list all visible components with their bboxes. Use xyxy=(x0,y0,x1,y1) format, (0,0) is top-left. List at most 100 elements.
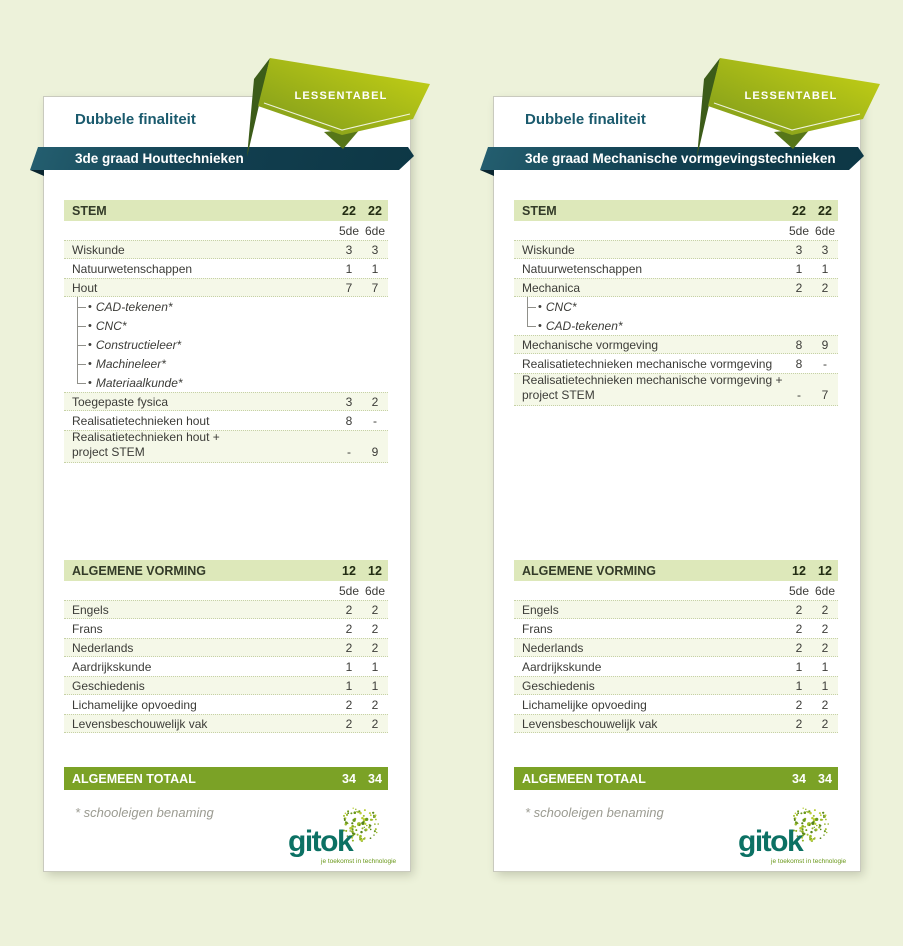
row-value-6de: 7 xyxy=(371,280,379,295)
row-label: Mechanische vormgeving xyxy=(522,337,659,352)
section-algemene-vorming: ALGEMENE VORMING 12 12 5de 6de Engels 2 2 F… xyxy=(64,560,388,733)
subrow-label: Machineleer* xyxy=(95,356,166,371)
stem-rows: Wiskunde 3 3 Natuurwetenschappen 1 1 Mechanica… xyxy=(514,240,838,406)
total-value-5de: 34 xyxy=(792,771,806,786)
row-label: Nederlands xyxy=(522,640,584,655)
table-row: Mechanica 2 2 xyxy=(514,278,838,297)
ribbon-label: LESSENTABEL xyxy=(294,90,387,102)
row-label: Lichamelijke opvoeding xyxy=(522,697,647,712)
ribbon-accent-line xyxy=(263,102,411,131)
total-bar: ALGEMEEN TOTAAL 34 34 xyxy=(514,767,838,790)
column-header-5de: 5de xyxy=(788,583,810,598)
row-value-5de: 1 xyxy=(345,261,353,276)
table-subrow: • Constructieleer* xyxy=(64,335,388,354)
column-header-5de: 5de xyxy=(338,223,360,238)
row-label: Engels xyxy=(72,602,109,617)
logo-wordmark: gitok xyxy=(288,825,354,858)
section-stem: STEM 22 22 5de 6de Wiskunde 3 3 Natuurweten… xyxy=(64,200,388,463)
row-label: Nederlands xyxy=(72,640,134,655)
bullet-icon: • xyxy=(88,376,92,389)
ribbon-accent-line xyxy=(713,102,861,131)
row-label: Wiskunde xyxy=(72,242,125,257)
row-value-6de: 7 xyxy=(821,388,829,402)
section-total-5de: 22 xyxy=(792,203,806,218)
section-total-6de: 12 xyxy=(818,563,832,578)
column-header-row: 5de 6de xyxy=(514,581,838,600)
table-row: Lichamelijke opvoeding 2 2 xyxy=(64,695,388,714)
table-row: Nederlands 2 2 xyxy=(514,638,838,657)
stem-rows: Wiskunde 3 3 Natuurwetenschappen 1 1 Hout 7 7 • CA… xyxy=(64,240,388,463)
row-value-5de: 2 xyxy=(345,621,353,636)
row-value-5de: 1 xyxy=(345,678,353,693)
table-row: Aardrijkskunde 1 1 xyxy=(514,657,838,676)
tree-connector-icon xyxy=(72,354,88,373)
row-value-5de: 8 xyxy=(345,413,353,428)
section-total-5de: 12 xyxy=(342,563,356,578)
row-value-6de: 1 xyxy=(821,659,829,674)
ribbon-banner xyxy=(258,58,430,135)
column-header-5de: 5de xyxy=(338,583,360,598)
section-title: ALGEMENE VORMING xyxy=(72,563,207,578)
row-value-5de: 3 xyxy=(345,394,353,409)
row-label: Geschiedenis xyxy=(522,678,595,693)
row-value-6de: 3 xyxy=(821,242,829,257)
tree-connector-icon xyxy=(72,373,88,392)
tree-connector-icon xyxy=(72,316,88,335)
row-value-5de: 2 xyxy=(345,640,353,655)
row-label: Realisatietechnieken hout + project STEM xyxy=(72,430,220,459)
row-label: Toegepaste fysica xyxy=(72,394,169,409)
table-row: Geschiedenis 1 1 xyxy=(514,676,838,695)
row-value-5de: 7 xyxy=(345,280,353,295)
row-value-6de: 2 xyxy=(371,640,379,655)
ribbon-tail xyxy=(774,128,811,149)
row-value-6de: 1 xyxy=(371,261,379,276)
row-value-5de: - xyxy=(797,388,801,402)
column-header-row: 5de 6de xyxy=(64,581,388,600)
logo-tagline: je toekomst in technologie xyxy=(321,858,397,865)
table-row: Realisatietechnieken hout 8 - xyxy=(64,411,388,430)
row-value-5de: 2 xyxy=(795,716,803,731)
table-row: Realisatietechnieken mechanische vormgev… xyxy=(514,373,838,406)
ribbon-back-fold xyxy=(247,58,270,157)
section-title: STEM xyxy=(72,203,107,218)
section-total-5de: 22 xyxy=(342,203,356,218)
row-value-5de: 3 xyxy=(345,242,353,257)
gitok-logo: gitok je toekomst in technologie xyxy=(734,803,846,867)
row-value-5de: 2 xyxy=(795,602,803,617)
row-value-6de: 1 xyxy=(371,659,379,674)
footnote: * schooleigen benaming xyxy=(525,805,664,820)
total-value-6de: 34 xyxy=(368,771,382,786)
logo-dots-icon xyxy=(792,807,829,842)
bullet-icon: • xyxy=(88,300,92,313)
logo-tagline: je toekomst in technologie xyxy=(771,858,847,865)
section-header: STEM 22 22 xyxy=(514,200,838,221)
row-value-6de: 9 xyxy=(371,445,379,459)
table-row: Realisatietechnieken hout + project STEM -… xyxy=(64,430,388,463)
card-subtitle: Dubbele finaliteit xyxy=(525,111,646,128)
section-stem: STEM 22 22 5de 6de Wiskunde 3 3 Natuurweten… xyxy=(514,200,838,406)
table-row: Natuurwetenschappen 1 1 xyxy=(514,259,838,278)
table-row: Lichamelijke opvoeding 2 2 xyxy=(514,695,838,714)
row-label: Wiskunde xyxy=(522,242,575,257)
row-value-6de: 2 xyxy=(371,602,379,617)
subrow-label: Constructieleer* xyxy=(95,337,182,352)
av-rows: Engels 2 2 Frans 2 2 Nederlands 2 2 Aardrijkskund… xyxy=(514,600,838,733)
table-row: Natuurwetenschappen 1 1 xyxy=(64,259,388,278)
section-total-6de: 22 xyxy=(818,203,832,218)
row-label: Aardrijkskunde xyxy=(522,659,602,674)
column-header-6de: 6de xyxy=(364,223,386,238)
logo-dots-icon xyxy=(342,807,379,842)
row-value-5de: 2 xyxy=(795,621,803,636)
section-header: ALGEMENE VORMING 12 12 xyxy=(514,560,838,581)
row-value-6de: 1 xyxy=(821,678,829,693)
table-row: Hout 7 7 xyxy=(64,278,388,297)
row-value-5de: - xyxy=(347,445,351,459)
section-title: STEM xyxy=(522,203,557,218)
table-row: Engels 2 2 xyxy=(64,600,388,619)
ribbon-label: LESSENTABEL xyxy=(744,90,837,102)
title-bar-fold xyxy=(30,170,44,176)
table-row: Nederlands 2 2 xyxy=(64,638,388,657)
lessentabel-card-mechanische-vormgevingstechnieken: LESSENTABEL Dubbele finaliteit 3de graad… xyxy=(480,58,880,871)
column-header-6de: 6de xyxy=(814,223,836,238)
